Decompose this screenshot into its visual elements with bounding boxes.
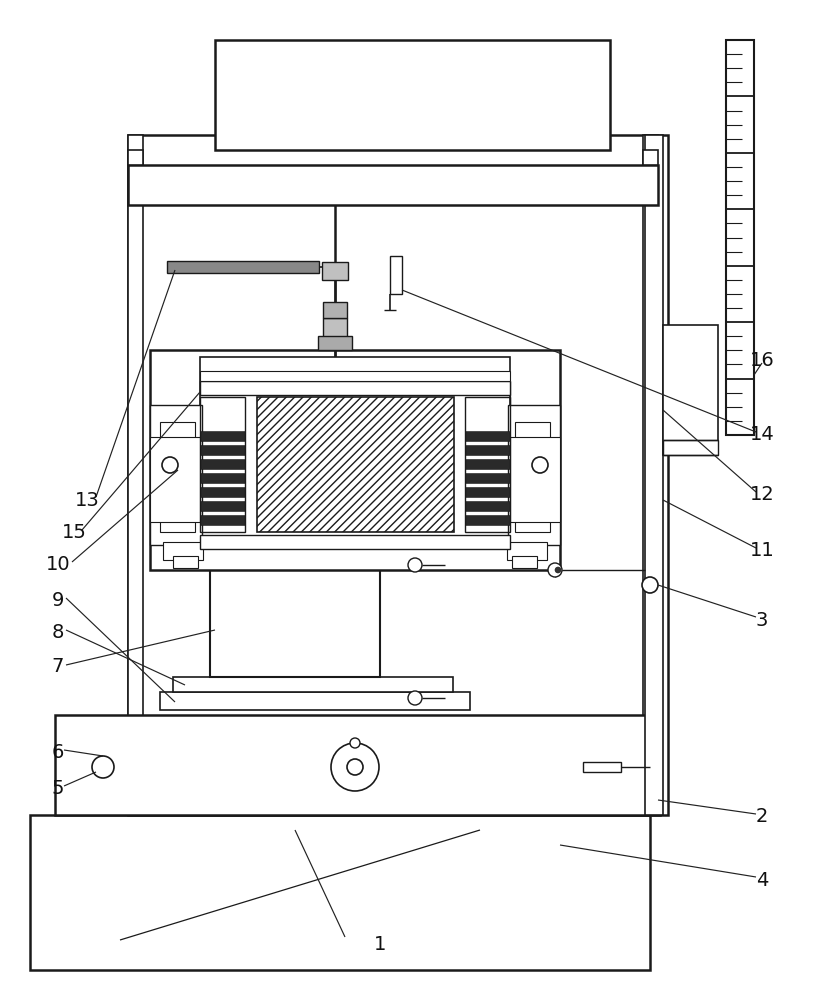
Text: 9: 9 — [52, 590, 64, 609]
Circle shape — [548, 563, 562, 577]
Circle shape — [331, 743, 379, 791]
Bar — [645, 135, 663, 815]
Circle shape — [532, 457, 548, 473]
Text: 10: 10 — [46, 554, 70, 574]
Bar — [160, 692, 470, 710]
Text: 12: 12 — [750, 486, 774, 504]
Bar — [257, 397, 454, 532]
Bar — [643, 135, 658, 815]
Bar — [215, 40, 610, 150]
Bar — [200, 473, 245, 483]
Bar — [663, 325, 718, 455]
Text: 13: 13 — [74, 490, 99, 510]
Circle shape — [408, 691, 422, 705]
Bar — [583, 762, 621, 772]
Bar — [318, 336, 352, 350]
Circle shape — [162, 457, 178, 473]
Bar — [465, 501, 510, 511]
Bar — [465, 397, 510, 532]
Bar — [167, 261, 319, 273]
Bar — [512, 556, 537, 568]
Text: 3: 3 — [756, 610, 768, 630]
Circle shape — [555, 567, 561, 573]
Bar — [390, 256, 402, 294]
Bar — [128, 165, 658, 205]
Bar — [323, 318, 347, 338]
Bar — [210, 567, 380, 677]
Bar — [160, 422, 195, 532]
Bar — [663, 440, 718, 455]
Bar — [173, 556, 198, 568]
Bar — [128, 150, 143, 165]
Text: 2: 2 — [756, 808, 768, 826]
Text: 7: 7 — [52, 658, 64, 676]
Circle shape — [92, 756, 114, 778]
Bar — [726, 40, 754, 435]
Text: 1: 1 — [374, 936, 386, 954]
Bar — [200, 535, 510, 549]
Bar — [465, 431, 510, 441]
Bar — [515, 422, 550, 532]
Bar — [200, 431, 245, 441]
Bar — [507, 542, 547, 560]
Text: 15: 15 — [62, 524, 87, 542]
Bar — [150, 350, 560, 570]
Bar — [55, 715, 660, 815]
Bar — [510, 437, 560, 522]
Bar — [200, 371, 510, 381]
Bar — [128, 135, 143, 815]
Bar — [322, 262, 348, 280]
Bar — [173, 677, 453, 692]
Text: 11: 11 — [750, 540, 774, 560]
Circle shape — [642, 577, 658, 593]
Text: 8: 8 — [52, 622, 64, 642]
Bar — [200, 459, 245, 469]
Text: 4: 4 — [756, 870, 768, 890]
Bar — [150, 405, 202, 545]
Bar — [200, 501, 245, 511]
Bar — [163, 542, 203, 560]
Bar — [465, 473, 510, 483]
Bar — [200, 487, 245, 497]
Text: 6: 6 — [52, 742, 64, 762]
Bar — [465, 515, 510, 525]
Bar — [508, 405, 560, 545]
Bar — [465, 459, 510, 469]
Circle shape — [350, 738, 360, 748]
Bar — [465, 445, 510, 455]
Bar — [323, 302, 347, 318]
Circle shape — [408, 558, 422, 572]
Text: 14: 14 — [750, 426, 774, 444]
Bar — [30, 815, 650, 970]
Bar — [643, 150, 658, 165]
Circle shape — [347, 759, 363, 775]
Bar — [200, 397, 245, 532]
Bar — [128, 135, 668, 815]
Bar — [200, 381, 510, 395]
Bar — [465, 487, 510, 497]
Text: 5: 5 — [52, 778, 64, 798]
Bar — [200, 445, 245, 455]
Text: 16: 16 — [750, 351, 774, 369]
Bar — [200, 357, 510, 547]
Bar — [200, 515, 245, 525]
Bar — [150, 437, 200, 522]
